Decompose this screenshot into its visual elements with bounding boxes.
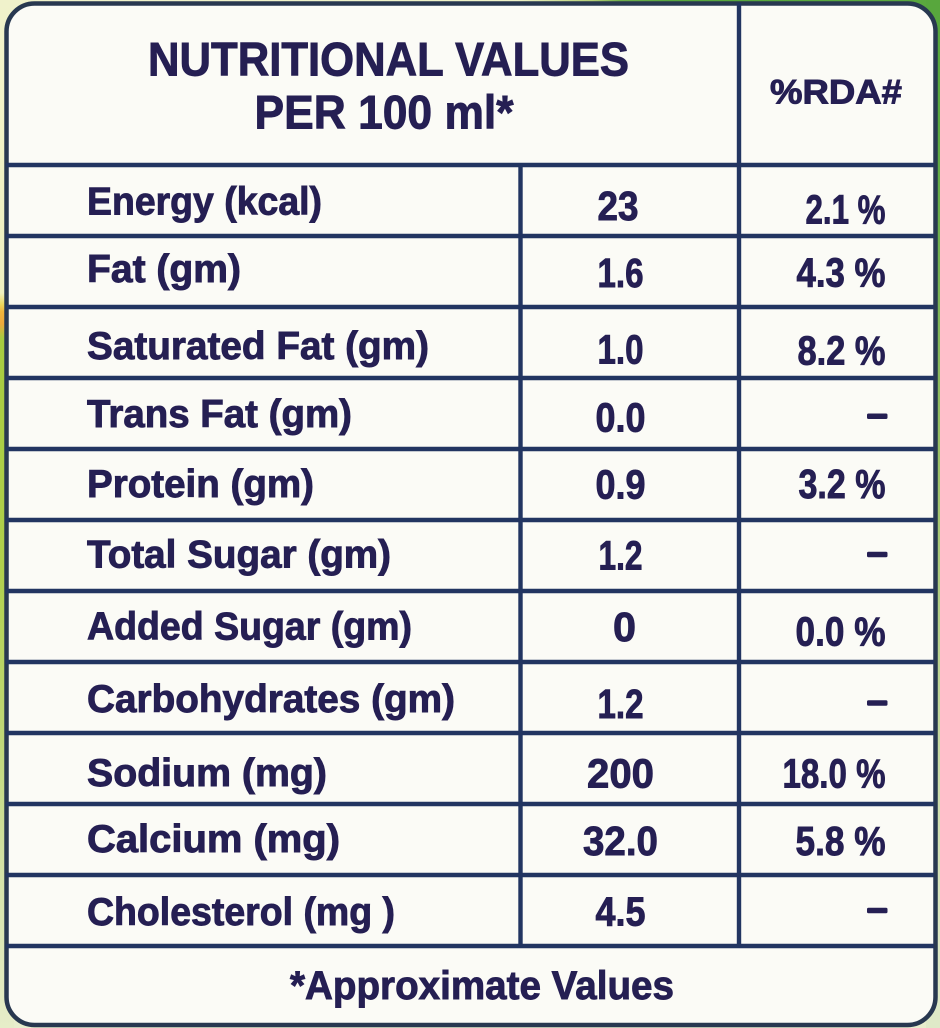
svg-text:*Approximate Values: *Approximate Values (290, 964, 674, 1008)
svg-text:Carbohydrates (gm): Carbohydrates (gm) (87, 678, 455, 721)
svg-text:Protein (gm): Protein (gm) (87, 463, 314, 506)
svg-text:0.0 %: 0.0 % (796, 609, 886, 655)
svg-text:Fat (gm): Fat (gm) (87, 248, 241, 291)
svg-text:18.0 %: 18.0 % (783, 751, 886, 797)
svg-text:Saturated Fat (gm): Saturated Fat (gm) (87, 325, 429, 368)
svg-text:Trans Fat (gm): Trans Fat (gm) (87, 393, 352, 436)
svg-text:0.0: 0.0 (596, 394, 646, 440)
svg-text:3.2 %: 3.2 % (799, 461, 886, 507)
svg-text:1.2: 1.2 (598, 681, 644, 727)
svg-text:0: 0 (613, 604, 636, 650)
svg-text:Sodium (mg): Sodium (mg) (87, 752, 327, 795)
svg-text:8.2 %: 8.2 % (798, 327, 886, 373)
svg-text:NUTRITIONAL VALUES: NUTRITIONAL VALUES (148, 34, 629, 87)
svg-text:1.2: 1.2 (599, 533, 643, 579)
svg-text:Cholesterol (mg ): Cholesterol (mg ) (87, 891, 395, 934)
svg-text:PER 100 ml*: PER 100 ml* (255, 87, 514, 140)
svg-text:32.0: 32.0 (583, 818, 658, 864)
svg-text:4.5: 4.5 (596, 889, 646, 935)
svg-text:4.3 %: 4.3 % (797, 250, 886, 296)
svg-text:0.9: 0.9 (596, 461, 646, 507)
svg-text:5.8 %: 5.8 % (796, 818, 886, 864)
svg-text:1.6: 1.6 (598, 250, 644, 296)
svg-text:Energy (kcal): Energy (kcal) (87, 181, 322, 224)
svg-text:Total Sugar (gm): Total Sugar (gm) (87, 534, 391, 577)
svg-text:1.0: 1.0 (598, 327, 644, 373)
svg-text:%RDA#: %RDA# (770, 74, 902, 112)
svg-text:200: 200 (587, 751, 654, 797)
svg-text:Calcium (mg): Calcium (mg) (87, 818, 340, 861)
svg-text:23: 23 (598, 183, 639, 229)
svg-text:Added Sugar (gm): Added Sugar (gm) (87, 606, 412, 649)
svg-text:2.1 %: 2.1 % (806, 186, 886, 232)
